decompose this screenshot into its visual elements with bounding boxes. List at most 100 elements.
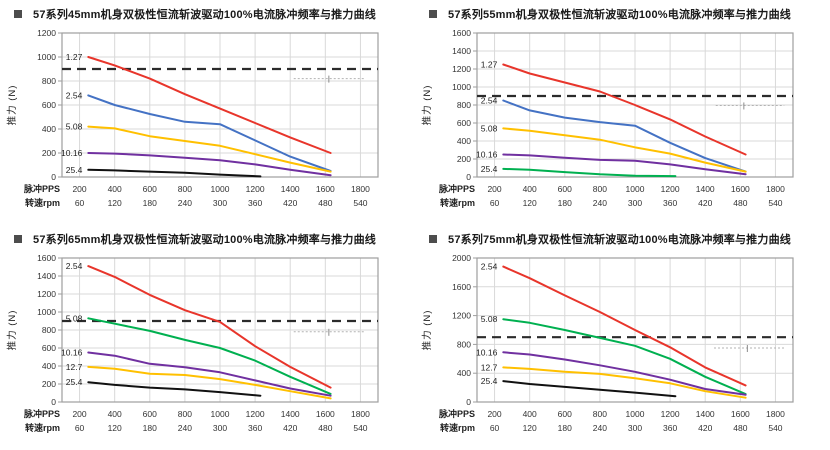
- y-tick-label: 1400: [452, 46, 471, 56]
- series-1.27: 1.27: [66, 52, 332, 154]
- x-tick-pps: 200: [487, 184, 501, 194]
- chart-title-row: 57系列75mm机身双极性恒流斩波驱动100%电流脉冲频率与推力曲线: [429, 231, 830, 247]
- series-line: [87, 317, 332, 395]
- x-tick-rpm: 480: [733, 198, 747, 208]
- series-5.08: 5.08: [66, 313, 332, 395]
- series-2.54: 2.54: [66, 261, 332, 389]
- x-tick-pps: 1400: [281, 184, 300, 194]
- x-tick-rpm: 180: [558, 198, 572, 208]
- series-10.16: 10.16: [476, 150, 747, 176]
- chart-title: 57系列75mm机身双极性恒流斩波驱动100%电流脉冲频率与推力曲线: [448, 234, 791, 246]
- y-tick-label: 800: [42, 76, 56, 86]
- series-line: [87, 381, 262, 397]
- series-line: [502, 366, 747, 399]
- x-tick-rpm: 480: [318, 198, 332, 208]
- x-tick-rpm: 120: [108, 423, 122, 433]
- x-tick-pps: 800: [178, 184, 192, 194]
- y-tick-label: 1200: [37, 28, 56, 38]
- x-tick-pps: 1600: [731, 184, 750, 194]
- x-tick-pps: 600: [558, 409, 572, 419]
- y-tick-label: 400: [42, 124, 56, 134]
- series-line: [87, 152, 332, 177]
- series-label: 5.08: [66, 313, 83, 323]
- x-tick-pps: 1800: [351, 184, 370, 194]
- x-tick-rpm: 420: [283, 198, 297, 208]
- x-tick-rpm: 540: [353, 198, 367, 208]
- y-tick-label: 1400: [37, 271, 56, 281]
- series-label: 2.54: [481, 262, 498, 272]
- y-tick-label: 200: [42, 379, 56, 389]
- y-tick-label: 0: [466, 172, 471, 182]
- x-tick-pps: 400: [523, 184, 537, 194]
- faint-annotation-mark: [293, 75, 366, 83]
- x-axis-row2-title: 转速rpm: [440, 422, 475, 433]
- chart-plot-65mm: 2.54 5.08 10.16 12.7 25.4 0 200 400 600 800 1000 12…: [6, 253, 379, 433]
- x-tick-pps: 1800: [351, 409, 370, 419]
- x-tick-rpm: 300: [213, 198, 227, 208]
- y-tick-label: 0: [466, 397, 471, 407]
- series-12.7: 12.7: [481, 362, 747, 399]
- gridlines: [62, 257, 378, 403]
- x-tick-rpm: 480: [733, 423, 747, 433]
- x-tick-rpm: 180: [143, 198, 157, 208]
- x-tick-pps: 1200: [246, 184, 265, 194]
- title-bullet-icon: [429, 235, 437, 243]
- x-tick-pps: 200: [72, 409, 86, 419]
- series-label: 1.27: [66, 52, 83, 62]
- x-tick-rpm: 480: [318, 423, 332, 433]
- series-25.4: 25.4: [66, 377, 262, 397]
- series-line: [502, 167, 677, 178]
- faint-annotation-mark: [293, 328, 366, 336]
- y-axis-title: 推力 (N): [421, 310, 433, 351]
- x-tick-rpm: 60: [75, 423, 85, 433]
- x-axis-row1-title: 脉冲PPS: [438, 408, 475, 419]
- series-2.54: 2.54: [481, 96, 747, 173]
- x-tick-pps: 1000: [626, 409, 645, 419]
- series-label: 25.4: [66, 165, 83, 175]
- x-tick-pps: 1000: [626, 184, 645, 194]
- series-25.4: 25.4: [481, 376, 677, 398]
- series-line: [87, 351, 332, 397]
- x-tick-rpm: 300: [628, 198, 642, 208]
- y-axis-title: 推力 (N): [421, 85, 433, 126]
- x-tick-pps: 400: [523, 409, 537, 419]
- x-tick-rpm: 60: [490, 423, 500, 433]
- series-label: 10.16: [476, 347, 498, 357]
- series-line: [87, 365, 332, 400]
- chart-panel-45mm: 57系列45mm机身双极性恒流斩波驱动100%电流脉冲频率与推力曲线 1.27 2…: [0, 0, 415, 225]
- x-tick-rpm: 360: [248, 423, 262, 433]
- series-line: [502, 99, 747, 173]
- y-tick-label: 1600: [37, 253, 56, 263]
- title-bullet-icon: [14, 10, 22, 18]
- x-axis-labels: 脉冲PPS 转速rpm 200 60 400 120 600 180 800 240 1000 300…: [23, 408, 370, 433]
- x-tick-pps: 1400: [696, 184, 715, 194]
- x-tick-pps: 1200: [661, 409, 680, 419]
- series-label: 25.4: [66, 377, 83, 387]
- series-label: 2.54: [66, 90, 83, 100]
- x-tick-rpm: 540: [768, 423, 782, 433]
- series-label: 10.16: [61, 148, 83, 158]
- x-tick-pps: 1000: [211, 184, 230, 194]
- x-axis-row1-title: 脉冲PPS: [23, 408, 60, 419]
- title-bullet-icon: [429, 10, 437, 18]
- faint-annotation-mark: [715, 102, 785, 110]
- series-line: [87, 125, 332, 173]
- x-tick-rpm: 240: [593, 198, 607, 208]
- series-line: [87, 265, 332, 389]
- series-2.54: 2.54: [481, 262, 747, 387]
- series-5.08: 5.08: [481, 314, 747, 396]
- series-line: [502, 380, 677, 398]
- series-label: 2.54: [481, 96, 498, 106]
- faint-annotation-mark: [714, 345, 786, 352]
- x-tick-rpm: 540: [353, 423, 367, 433]
- series-label: 10.16: [476, 150, 498, 160]
- x-axis-labels: 脉冲PPS 转速rpm 200 60 400 120 600 180 800 240 1000 300…: [438, 408, 785, 433]
- x-tick-rpm: 120: [523, 198, 537, 208]
- y-tick-label: 1200: [37, 289, 56, 299]
- series-10.16: 10.16: [61, 148, 332, 177]
- y-tick-label: 2000: [452, 253, 471, 263]
- series-line: [502, 63, 747, 156]
- y-tick-label: 400: [457, 368, 471, 378]
- x-tick-rpm: 60: [490, 198, 500, 208]
- x-axis-row2-title: 转速rpm: [440, 197, 475, 208]
